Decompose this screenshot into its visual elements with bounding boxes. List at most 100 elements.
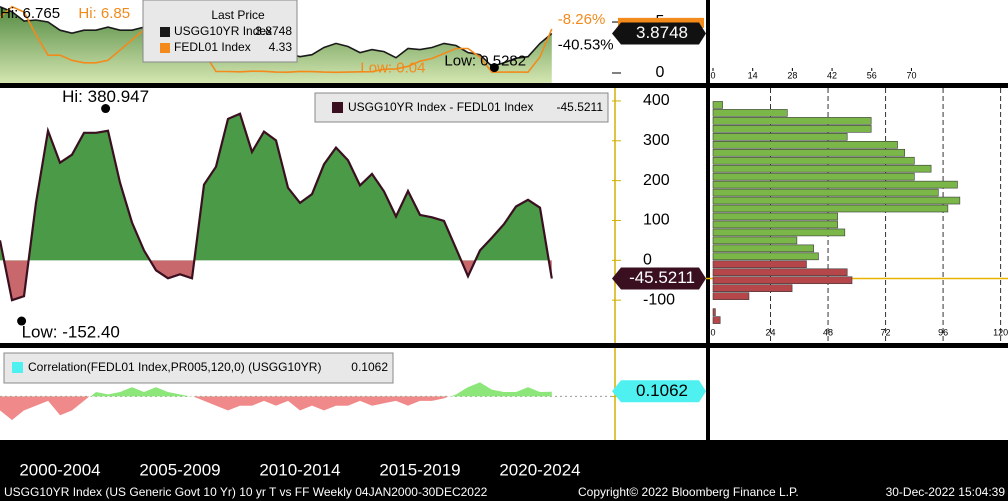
hist-tick-label: 28	[787, 70, 797, 80]
annotation-point	[17, 316, 27, 326]
y-tick-label: 300	[643, 132, 670, 149]
histogram-bar	[712, 292, 750, 300]
annotation: -40.53%	[558, 36, 614, 53]
value-box-label: 3.8748	[636, 23, 688, 42]
x-tick-label: 2015-2019	[379, 460, 460, 479]
histogram-bar	[712, 101, 723, 109]
legend-swatch	[160, 43, 170, 53]
x-tick-label: 2005-2009	[139, 460, 220, 479]
histogram-bar	[712, 133, 848, 141]
histogram-bar	[712, 148, 906, 157]
legend-title: Last Price	[211, 8, 265, 22]
histogram-bar	[712, 172, 915, 181]
legend-value: 4.33	[269, 40, 293, 54]
value-box	[612, 267, 706, 290]
value-box-label: -45.5211	[629, 268, 695, 287]
histogram-bar	[712, 140, 898, 149]
value-box	[612, 22, 706, 45]
value-box-label: 0.1062	[636, 381, 688, 400]
legend-swatch	[332, 102, 343, 113]
legend-value: 0.1062	[351, 360, 388, 374]
legend-box	[314, 92, 609, 123]
annotation-point	[101, 104, 111, 114]
histogram-bar	[712, 284, 793, 292]
histogram-bar	[712, 212, 838, 221]
value-box	[612, 380, 706, 403]
series-area	[0, 113, 552, 301]
histogram-bar	[712, 156, 915, 165]
histogram-bar	[712, 196, 961, 205]
hist-tick-label: 120	[993, 327, 1008, 337]
legend-value: -45.5211	[557, 100, 604, 114]
legend-value: 3.8748	[255, 24, 292, 38]
histogram-bar	[712, 125, 872, 133]
y-tick-label: 200	[643, 172, 670, 189]
annotation: Hi: 6.85	[78, 5, 130, 22]
annotation-point	[489, 63, 499, 73]
separator	[706, 0, 710, 482]
histogram-bar	[712, 164, 932, 173]
annotation: Low: 0.04	[360, 60, 425, 77]
hist-tick-label: 0	[710, 70, 715, 80]
histogram-bar	[712, 268, 848, 277]
time-axis-band	[0, 440, 1008, 501]
legend-swatch	[160, 27, 170, 37]
separator	[0, 343, 1008, 348]
histogram-bar	[712, 244, 814, 253]
annotation: -8.26%	[558, 11, 606, 28]
histogram-bar	[712, 260, 807, 269]
hist-tick-label: 48	[823, 327, 833, 337]
legend-box	[3, 352, 394, 384]
x-tick-label: 2020-2024	[499, 460, 580, 479]
y-tick-label: -100	[643, 291, 675, 308]
hist-tick-label: 72	[881, 327, 891, 337]
x-tick-label: 2010-2014	[259, 460, 340, 479]
annotation: Hi: 380.947	[62, 87, 149, 106]
footer-timestamp: 30-Dec-2022 15:04:39	[886, 485, 1006, 499]
histogram-bar	[712, 276, 853, 285]
legend-label: USGG10YR Index	[174, 24, 272, 38]
footer-copyright: Copyright© 2022 Bloomberg Finance L.P.	[578, 485, 799, 499]
footer-description: USGG10YR Index (US Generic Govt 10 Yr) 1…	[4, 485, 488, 499]
hist-tick-label: 56	[867, 70, 877, 80]
histogram-bar	[712, 308, 716, 316]
histogram-bar	[712, 109, 788, 117]
series-line	[0, 112, 553, 302]
series-line	[0, 381, 552, 422]
legend-swatch	[12, 362, 23, 373]
y-tick-label: 0	[643, 252, 652, 269]
legends: Last Price USGG10YR Index 3.8748 FEDL01 …	[3, 0, 609, 384]
histogram-bar	[712, 228, 846, 237]
annotation: Low: -152.40	[22, 323, 120, 342]
annotation: Hi: 6.765	[0, 5, 60, 22]
histogram-bar	[712, 204, 949, 213]
histogram-bar	[712, 117, 872, 125]
y-tick-label: 0	[656, 64, 665, 81]
histogram-bar	[712, 316, 721, 324]
series-area	[0, 381, 552, 421]
x-tick-label: 2000-2004	[19, 460, 100, 479]
histogram-bar	[712, 252, 819, 261]
histogram-bar	[712, 236, 798, 245]
hist-tick-label: 70	[906, 70, 916, 80]
series-line	[0, 5, 553, 74]
legend-label: Correlation(FEDL01 Index,PR005,120,0) (U…	[28, 360, 321, 374]
separator	[0, 83, 1008, 88]
hist-tick-label: 42	[827, 70, 837, 80]
legend-label: FEDL01 Index	[174, 40, 251, 54]
hist-tick-label: 96	[938, 327, 948, 337]
y-tick-label: 100	[643, 212, 670, 229]
histogram-bar	[712, 188, 939, 197]
legend-label: USGG10YR Index - FEDL01 Index	[348, 100, 533, 114]
hist-tick-label: 14	[748, 70, 758, 80]
hist-tick-label: 24	[766, 327, 776, 337]
annotation: Low: 0.5282	[444, 53, 526, 70]
footer: USGG10YR Index (US Generic Govt 10 Yr) 1…	[4, 485, 1005, 499]
histogram-bar	[712, 220, 838, 229]
histogram-bar	[712, 180, 958, 189]
y-tick-label: 400	[643, 92, 670, 109]
hist-tick-label: 0	[710, 327, 715, 337]
